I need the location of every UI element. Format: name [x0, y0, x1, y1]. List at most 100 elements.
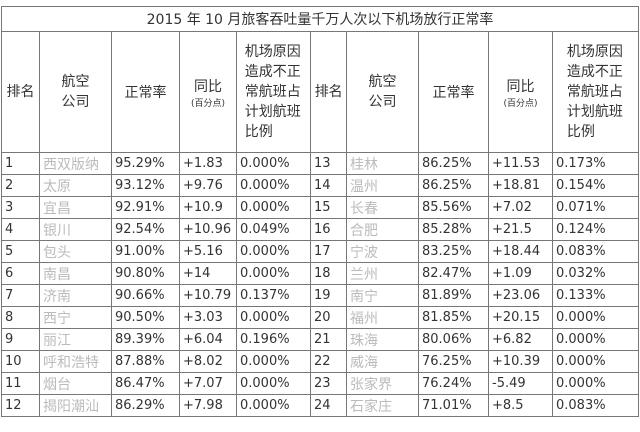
rate-cell: 71.01% [418, 394, 489, 417]
rank-cell: 1 [1, 152, 40, 175]
header-airline-text: 航空公司 [368, 74, 397, 110]
airport-cell: 温州 [346, 174, 419, 197]
header-row: 排名 航空公司 正常率 同比 (百分点) 机场原因造成不正常航班占计划航班比例 排… [1, 31, 640, 153]
rate-cell: 89.39% [111, 328, 180, 351]
ratio-cell: 0.000% [236, 350, 311, 373]
rate-cell: 81.85% [418, 306, 489, 329]
rate-cell: 85.56% [418, 196, 489, 219]
ratio-cell: 0.000% [551, 328, 640, 351]
airport-cell: 丽江 [39, 328, 112, 351]
rate-cell: 86.25% [418, 152, 489, 175]
rank-cell: 21 [310, 328, 347, 351]
data-row: 11 烟台 86.47% +7.07 0.000% 23 张家界 76.24% -5.49 0.0… [1, 372, 640, 395]
header-yoy: 同比 (百分点) [179, 31, 237, 153]
airport-cell: 张家界 [346, 372, 419, 395]
rank-cell: 14 [310, 174, 347, 197]
ratio-cell: 0.083% [551, 240, 640, 263]
rank-cell: 2 [1, 174, 40, 197]
airport-cell: 珠海 [346, 328, 419, 351]
airport-cell: 西宁 [39, 306, 112, 329]
ratio-cell: 0.000% [551, 372, 640, 395]
header-ratio: 机场原因造成不正常航班占计划航班比例 [551, 31, 640, 153]
rate-cell: 95.29% [111, 152, 180, 175]
data-row: 1 西双版纳 95.29% +1.83 0.000% 13 桂林 86.25% +11.53 0.… [1, 152, 640, 175]
header-ratio-text: 机场原因造成不正常航班占计划航班比例 [566, 44, 623, 140]
rank-cell: 20 [310, 306, 347, 329]
rank-cell: 13 [310, 152, 347, 175]
yoy-cell: +23.06 [488, 284, 553, 307]
rank-cell: 22 [310, 350, 347, 373]
yoy-cell: +14 [179, 262, 237, 285]
rate-cell: 90.50% [111, 306, 180, 329]
header-yoy: 同比 (百分点) [488, 31, 553, 153]
airport-cell: 南宁 [346, 284, 419, 307]
rate-cell: 92.91% [111, 196, 180, 219]
yoy-cell: -5.49 [488, 372, 553, 395]
yoy-cell: +5.16 [179, 240, 237, 263]
airport-cell: 宜昌 [39, 196, 112, 219]
airport-cell: 合肥 [346, 218, 419, 241]
rank-cell: 4 [1, 218, 40, 241]
rank-cell: 5 [1, 240, 40, 263]
yoy-cell: +1.83 [179, 152, 237, 175]
airport-cell: 石家庄 [346, 394, 419, 417]
yoy-cell: +10.79 [179, 284, 237, 307]
airport-cell: 包头 [39, 240, 112, 263]
ratio-cell: 0.173% [551, 152, 640, 175]
ratio-cell: 0.124% [551, 218, 640, 241]
yoy-cell: +7.02 [488, 196, 553, 219]
rate-cell: 80.06% [418, 328, 489, 351]
yoy-cell: +9.76 [179, 174, 237, 197]
data-row: 3 宜昌 92.91% +10.9 0.000% 15 长春 85.56% +7.02 0.071… [1, 196, 640, 219]
yoy-cell: +20.15 [488, 306, 553, 329]
airport-cell: 南昌 [39, 262, 112, 285]
yoy-cell: +11.53 [488, 152, 553, 175]
rank-cell: 24 [310, 394, 347, 417]
yoy-cell: +7.98 [179, 394, 237, 417]
ratio-cell: 0.000% [236, 306, 311, 329]
ratio-cell: 0.000% [236, 262, 311, 285]
header-rank-text: 排名 [314, 84, 343, 100]
ratio-cell: 0.000% [236, 174, 311, 197]
airport-cell: 长春 [346, 196, 419, 219]
header-yoy-text: 同比 [506, 78, 535, 95]
rank-cell: 10 [1, 350, 40, 373]
airport-cell: 揭阳潮汕 [39, 394, 112, 417]
airport-cell: 福州 [346, 306, 419, 329]
rate-cell: 86.47% [111, 372, 180, 395]
table-body: 2015 年 10 月旅客吞吐量千万人次以下机场放行正常率 排名 航空公司 正常… [0, 6, 640, 417]
airport-cell: 烟台 [39, 372, 112, 395]
ratio-cell: 0.137% [236, 284, 311, 307]
header-yoy-unit: (百分点) [190, 98, 226, 109]
yoy-cell: +18.81 [488, 174, 553, 197]
rate-cell: 83.25% [418, 240, 489, 263]
rank-cell: 16 [310, 218, 347, 241]
rate-cell: 76.25% [418, 350, 489, 373]
airport-cell: 宁波 [346, 240, 419, 263]
airport-cell: 太原 [39, 174, 112, 197]
yoy-cell: +7.07 [179, 372, 237, 395]
rate-cell: 85.28% [418, 218, 489, 241]
rank-cell: 11 [1, 372, 40, 395]
rank-cell: 23 [310, 372, 347, 395]
rate-cell: 92.54% [111, 218, 180, 241]
yoy-cell: +8.02 [179, 350, 237, 373]
header-rate: 正常率 [418, 31, 489, 153]
airport-cell: 桂林 [346, 152, 419, 175]
rank-cell: 19 [310, 284, 347, 307]
ratio-cell: 0.133% [551, 284, 640, 307]
header-rank: 排名 [310, 31, 347, 153]
rate-cell: 76.24% [418, 372, 489, 395]
airport-cell: 呼和浩特 [39, 350, 112, 373]
ratio-cell: 0.000% [236, 196, 311, 219]
header-rank-text: 排名 [6, 84, 35, 100]
rate-cell: 87.88% [111, 350, 180, 373]
data-row: 6 南昌 90.80% +14 0.000% 18 兰州 82.47% +1.09 0.032% [1, 262, 640, 285]
rate-cell: 86.29% [111, 394, 180, 417]
airport-cell: 济南 [39, 284, 112, 307]
rank-cell: 15 [310, 196, 347, 219]
header-yoy-unit: (百分点) [503, 98, 538, 109]
yoy-cell: +18.44 [488, 240, 553, 263]
yoy-cell: +10.39 [488, 350, 553, 373]
ratio-cell: 0.000% [236, 240, 311, 263]
